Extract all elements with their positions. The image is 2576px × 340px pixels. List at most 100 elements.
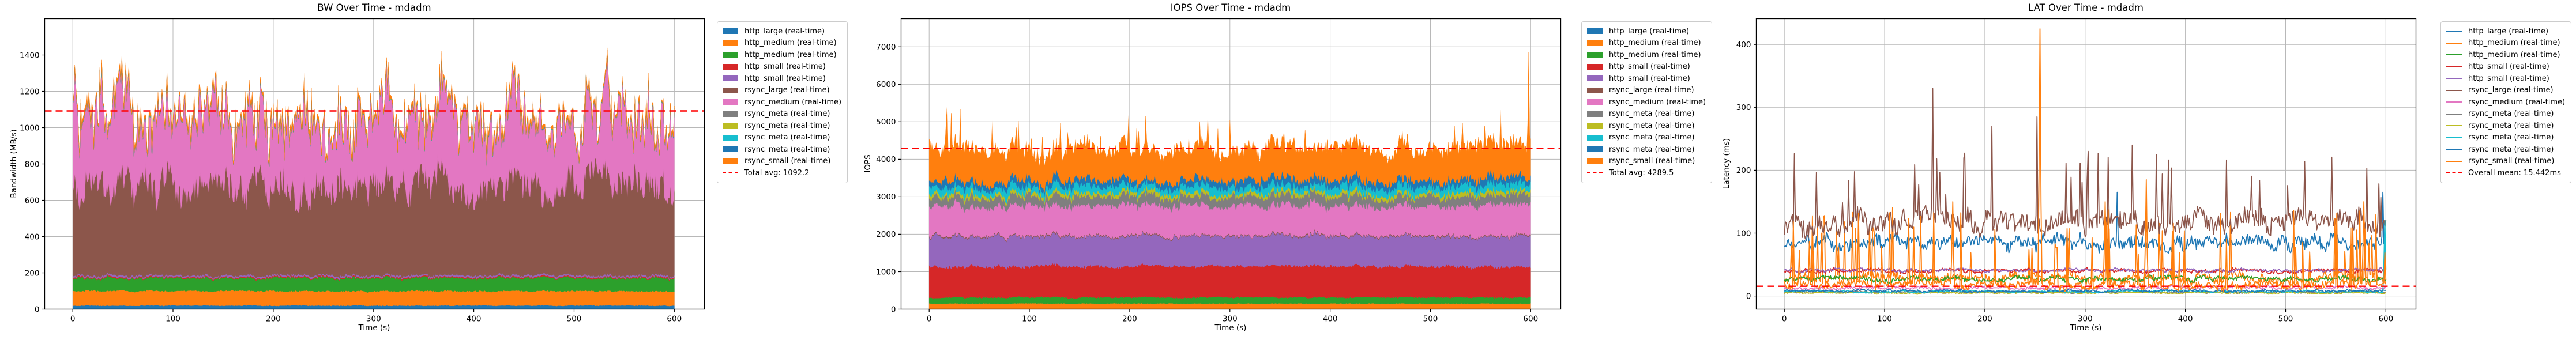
lat-chart-title: LAT Over Time - mdadm — [2028, 2, 2143, 13]
legend-swatch-icon — [1587, 28, 1603, 35]
svg-text:0: 0 — [70, 315, 76, 324]
legend-swatch-icon — [2446, 101, 2462, 103]
iops-series-group — [928, 52, 1531, 309]
legend-swatch-icon — [1587, 63, 1603, 70]
svg-text:600: 600 — [25, 196, 40, 205]
legend-entry: rsync_large (real-time) — [1587, 85, 1706, 97]
legend-swatch-icon — [1587, 111, 1603, 117]
bw-series-2 — [72, 274, 675, 293]
legend-swatch-icon — [1587, 75, 1603, 82]
legend-label: rsync_meta (real-time) — [2468, 121, 2554, 130]
legend-entry: rsync_meta (real-time) — [723, 120, 841, 132]
legend-swatch-icon — [723, 134, 738, 141]
legend-swatch-icon — [2446, 89, 2462, 91]
legend-entry: rsync_medium (real-time) — [723, 96, 841, 108]
legend-entry: http_small (real-time) — [2446, 73, 2565, 85]
legend-label: http_small (real-time) — [1609, 62, 1690, 71]
legend-label: rsync_small (real-time) — [1609, 157, 1695, 166]
legend-label: rsync_meta (real-time) — [2468, 109, 2554, 119]
legend-label: http_medium (real-time) — [2468, 50, 2560, 59]
legend-label: rsync_meta (real-time) — [744, 109, 830, 119]
legend-swatch-icon — [1587, 52, 1603, 58]
legend-label: http_small (real-time) — [1609, 74, 1690, 83]
svg-text:0: 0 — [1746, 292, 1751, 301]
lat-x-axis-label: Time (s) — [2070, 323, 2102, 333]
svg-text:200: 200 — [266, 315, 281, 324]
svg-text:6000: 6000 — [876, 80, 896, 89]
legend-entry: http_medium (real-time) — [1587, 37, 1706, 50]
lat-series-0 — [1784, 191, 2387, 254]
svg-text:0: 0 — [1782, 315, 1787, 324]
svg-text:1000: 1000 — [876, 267, 896, 277]
legend-label: http_small (real-time) — [744, 62, 826, 71]
svg-text:500: 500 — [1423, 315, 1438, 324]
legend-label: rsync_meta (real-time) — [1609, 121, 1695, 130]
bw-y-axis-label: Bandwidth (MB/s) — [9, 129, 18, 198]
legend-average-label: Total avg: 1092.2 — [744, 168, 810, 177]
svg-text:5000: 5000 — [876, 118, 896, 127]
legend-swatch-icon — [1587, 158, 1603, 164]
bw-series-1 — [72, 289, 675, 307]
lat-axes-frame — [1755, 18, 2417, 310]
svg-text:300: 300 — [2078, 315, 2093, 324]
legend-entry: rsync_meta (real-time) — [723, 108, 841, 120]
lat-tick-labels: 0 100 200 300 400 500 600 0 100 200 300 400 — [1736, 40, 2393, 324]
legend-label: http_large (real-time) — [744, 27, 825, 36]
iops-x-axis-label: Time (s) — [1214, 323, 1247, 333]
legend-entry: rsync_meta (real-time) — [2446, 132, 2565, 144]
dashed-line-icon — [2446, 172, 2462, 174]
legend-entry: rsync_small (real-time) — [1587, 156, 1706, 168]
svg-text:200: 200 — [1122, 315, 1137, 324]
legend-entry: rsync_medium (real-time) — [2446, 96, 2565, 108]
legend-entry: http_small (real-time) — [2446, 61, 2565, 73]
dashed-line-icon — [723, 172, 738, 174]
lat-series-1 — [1784, 207, 2387, 286]
bw-series-group — [72, 47, 675, 309]
lat-series-4 — [1784, 267, 2386, 274]
legend-swatch-icon — [723, 146, 738, 153]
legend-swatch-icon — [1587, 134, 1603, 141]
legend-entry: rsync_large (real-time) — [723, 85, 841, 97]
svg-text:2000: 2000 — [876, 230, 896, 239]
legend-label: rsync_meta (real-time) — [1609, 145, 1695, 154]
legend-swatch-icon — [2446, 78, 2462, 80]
svg-text:500: 500 — [567, 315, 582, 324]
legend-label: rsync_medium (real-time) — [1609, 97, 1706, 107]
svg-text:300: 300 — [1736, 103, 1751, 112]
svg-text:100: 100 — [1736, 229, 1751, 238]
legend-entry: rsync_meta (real-time) — [1587, 120, 1706, 132]
legend-swatch-icon — [1587, 123, 1603, 129]
iops-series-3 — [928, 262, 1531, 299]
legend-label: rsync_meta (real-time) — [744, 133, 830, 142]
svg-text:4000: 4000 — [876, 155, 896, 164]
legend-label: rsync_meta (real-time) — [1609, 109, 1695, 119]
svg-text:300: 300 — [1223, 315, 1238, 324]
legend-swatch-icon — [723, 28, 738, 35]
legend-swatch-icon — [723, 123, 738, 129]
svg-text:600: 600 — [667, 315, 682, 324]
legend-label: rsync_medium (real-time) — [744, 97, 842, 107]
lat-series-10 — [1784, 288, 2386, 294]
legend-swatch-icon — [723, 40, 738, 46]
legend-entry-average: Overall mean: 15.442ms — [2446, 167, 2565, 179]
legend-entry: http_large (real-time) — [2446, 25, 2565, 37]
legend-swatch-icon — [2446, 149, 2462, 150]
svg-text:100: 100 — [1022, 315, 1037, 324]
legend-swatch-icon — [723, 99, 738, 105]
legend-entry: rsync_small (real-time) — [723, 156, 841, 168]
legend-swatch-icon — [723, 63, 738, 70]
legend-entry-average: Total avg: 4289.5 — [1587, 167, 1706, 179]
legend-entry: http_medium (real-time) — [723, 37, 841, 50]
legend-entry: rsync_medium (real-time) — [1587, 96, 1706, 108]
legend-entry: http_medium (real-time) — [1587, 49, 1706, 61]
legend-label: http_medium (real-time) — [1609, 50, 1701, 59]
svg-text:1400: 1400 — [20, 51, 39, 60]
legend-entry: http_small (real-time) — [1587, 73, 1706, 85]
legend-label: rsync_medium (real-time) — [2468, 97, 2566, 107]
legend-swatch-icon — [2446, 113, 2462, 115]
legend-entry: rsync_meta (real-time) — [2446, 120, 2565, 132]
svg-text:1000: 1000 — [20, 123, 39, 133]
svg-text:100: 100 — [1877, 315, 1892, 324]
legend-swatch-icon — [723, 52, 738, 58]
